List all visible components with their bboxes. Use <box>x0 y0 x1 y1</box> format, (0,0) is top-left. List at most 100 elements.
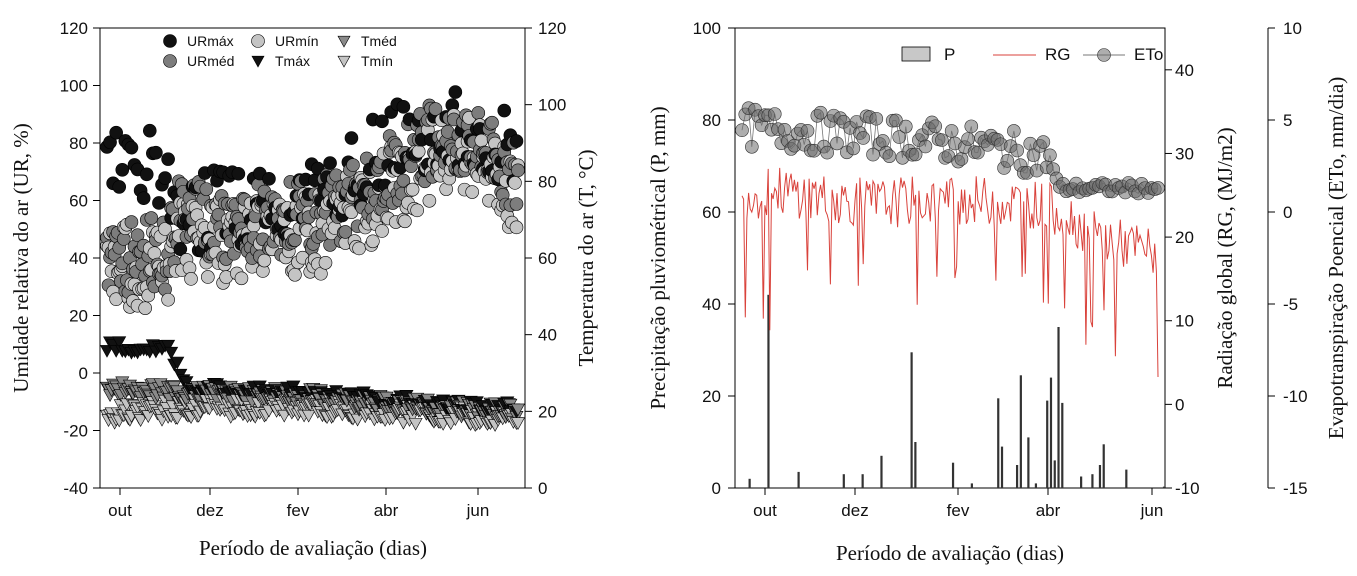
left-x-axis: out dez fev abr jun <box>108 488 489 520</box>
eto-point <box>961 132 975 146</box>
y-tick-label: 100 <box>693 19 721 38</box>
right-y2-axis-label: Radiação global (RG, (MJ/m2) <box>1213 127 1237 388</box>
legend-marker-p <box>901 46 931 62</box>
urmax-point <box>115 163 130 177</box>
y-tick-label: -40 <box>63 479 88 498</box>
x-tick-label: out <box>753 501 777 520</box>
urmax-point <box>173 242 188 256</box>
urmin-point <box>411 144 426 159</box>
eto-point <box>1151 181 1165 195</box>
y2-tick-label: 20 <box>1175 228 1194 247</box>
precip-bar <box>914 442 917 488</box>
precip-bar <box>1049 377 1053 488</box>
y3-tick-label: -15 <box>1283 479 1308 498</box>
eto-point <box>928 119 943 134</box>
right-chart: 0 20 40 60 80 100 -10 0 10 20 30 40 -15 -10 -5 0 5 10 o… <box>646 19 1348 565</box>
eto-point <box>820 145 834 160</box>
precipitation-bars <box>748 294 1166 488</box>
x-tick-label: dez <box>841 501 868 520</box>
eto-point <box>954 152 969 166</box>
urmax-point <box>112 180 127 194</box>
urmed-point <box>346 158 360 172</box>
precip-bar <box>1053 460 1056 488</box>
y-tick-label: 100 <box>60 77 88 96</box>
eto-point <box>1010 143 1024 158</box>
x-tick-label: out <box>108 501 132 520</box>
urmin-point <box>366 234 380 249</box>
urmin-point <box>234 271 249 286</box>
legend-marker <box>337 55 351 68</box>
urmin-point <box>257 253 272 268</box>
eto-point <box>882 149 897 163</box>
legend-label-rg: RG <box>1045 45 1071 64</box>
eto-point <box>889 113 903 128</box>
eto-point <box>892 130 907 144</box>
precip-bar <box>1098 465 1102 488</box>
tmin-point <box>510 417 526 431</box>
urmed-point <box>485 115 499 130</box>
urmin-point <box>465 185 479 199</box>
right-legend: P RG ETo <box>901 45 1163 64</box>
left-legend: URmáx URmín Tméd URméd Tmáx Tmín <box>163 33 397 69</box>
urmax-point <box>231 166 246 181</box>
tmax-point <box>179 376 194 389</box>
legend-label: Tmín <box>361 53 393 69</box>
radiation-line <box>741 167 1159 378</box>
precip-bar <box>861 474 864 488</box>
eto-point <box>866 147 880 162</box>
precip-bar <box>1102 444 1105 488</box>
right-x-axis-label: Período de avaliação (dias) <box>836 541 1064 565</box>
urmax-point <box>497 103 512 118</box>
x-tick-label: jun <box>466 501 490 520</box>
y-tick-label: 40 <box>702 295 721 314</box>
tmax-point <box>170 356 185 370</box>
y-tick-label: 80 <box>702 111 721 130</box>
urmax-point <box>139 167 154 182</box>
x-tick-label: abr <box>374 501 399 520</box>
eto-point <box>1036 135 1051 149</box>
urmax-point <box>509 134 524 148</box>
y-tick-label: 120 <box>60 19 88 38</box>
y2-tick-label: 30 <box>1175 144 1194 163</box>
legend-marker <box>251 55 265 68</box>
urmax-point <box>142 123 157 138</box>
y-tick-label: 60 <box>702 203 721 222</box>
eto-point <box>869 111 884 126</box>
y-tick-label: 0 <box>712 479 721 498</box>
y2-tick-label: 100 <box>538 96 566 115</box>
urmed-point <box>199 182 214 196</box>
legend-marker <box>163 34 177 48</box>
legend-label-p: P <box>944 45 955 64</box>
y2-tick-label: 0 <box>538 479 547 498</box>
legend-label-eto: ETo <box>1134 45 1163 64</box>
rg-series-line <box>741 167 1159 378</box>
precip-bar <box>1034 483 1038 488</box>
right-y2-axis: -10 0 10 20 30 40 <box>1165 61 1200 498</box>
y-tick-label: 80 <box>69 134 88 153</box>
eto-point <box>944 124 959 138</box>
y2-tick-label: 10 <box>1175 312 1194 331</box>
urmin-point <box>158 222 172 236</box>
tmed-point <box>510 403 526 417</box>
y-tick-label: 40 <box>69 249 88 268</box>
precip-bar <box>910 352 913 488</box>
legend-marker <box>163 54 177 68</box>
eto-point <box>767 107 782 121</box>
tmax-point <box>164 346 179 360</box>
left-chart: -40 -20 0 20 40 60 80 100 120 0 20 40 60 80 100 120 ou… <box>9 19 598 560</box>
precip-bar <box>1019 375 1022 488</box>
urmax-point <box>262 172 276 186</box>
urmin-point <box>352 241 366 256</box>
y2-tick-label: 20 <box>538 402 557 421</box>
eto-point <box>876 134 890 148</box>
tmin-point <box>170 412 185 425</box>
urmin-point <box>318 255 333 270</box>
precip-bar <box>880 455 883 488</box>
x-tick-label: abr <box>1036 501 1061 520</box>
left-y2-axis: 0 20 40 60 80 100 120 <box>525 19 566 498</box>
eto-point <box>1007 124 1021 138</box>
precip-bar <box>1057 327 1060 488</box>
urmin-point <box>398 214 412 229</box>
eto-point <box>1043 148 1057 163</box>
